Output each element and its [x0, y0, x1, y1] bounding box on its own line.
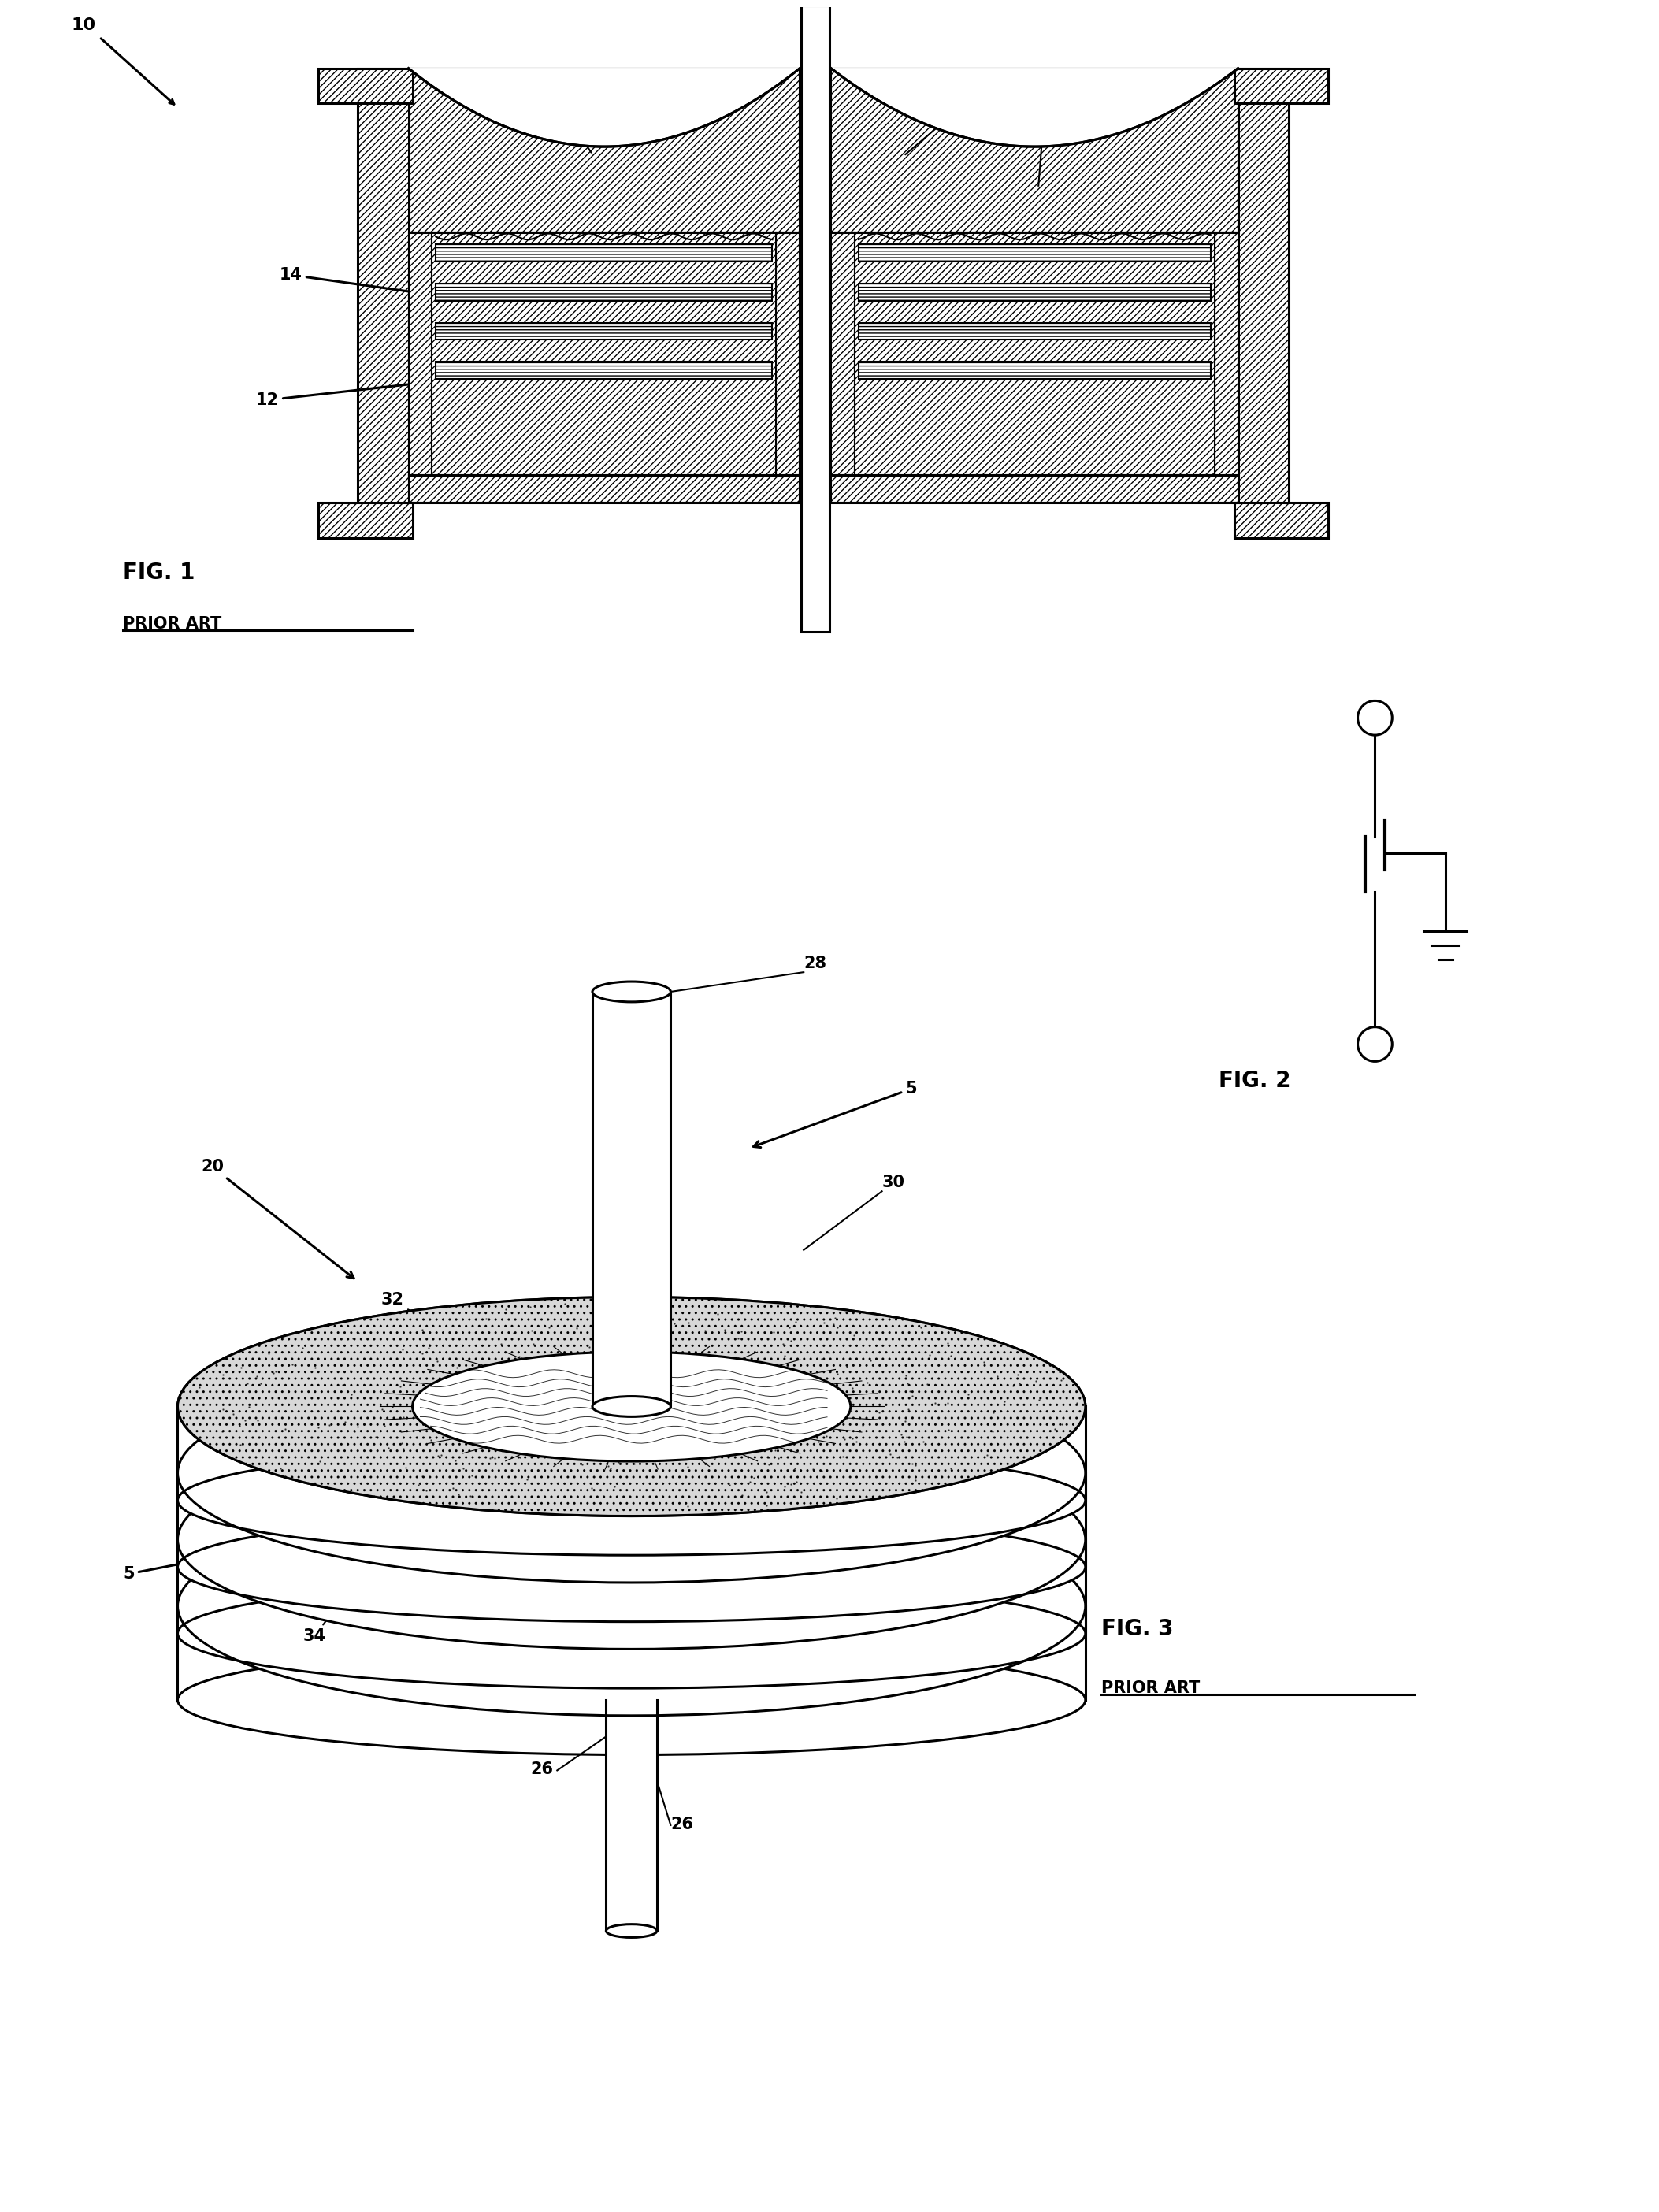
Bar: [831, 69, 1238, 232]
Bar: [358, 69, 408, 538]
Bar: [408, 232, 431, 476]
Ellipse shape: [178, 1429, 1085, 1650]
Bar: [408, 476, 800, 502]
Ellipse shape: [592, 1396, 670, 1416]
Polygon shape: [408, 69, 800, 146]
Bar: [831, 232, 854, 476]
Bar: [431, 232, 776, 476]
Text: 26: 26: [531, 1761, 552, 1778]
Bar: [436, 363, 773, 378]
Bar: [776, 232, 800, 476]
Ellipse shape: [178, 1447, 1085, 1555]
Ellipse shape: [178, 1296, 1085, 1515]
Circle shape: [1357, 1026, 1392, 1062]
Bar: [1238, 69, 1289, 538]
Text: 20: 20: [201, 1159, 353, 1279]
Text: 10: 10: [71, 18, 96, 33]
Bar: [408, 69, 800, 232]
Bar: [319, 69, 413, 104]
Bar: [1214, 232, 1238, 476]
Text: 12: 12: [255, 378, 431, 407]
Ellipse shape: [178, 1579, 1085, 1688]
Bar: [858, 363, 1211, 378]
Bar: [858, 243, 1211, 261]
Ellipse shape: [606, 1924, 657, 1938]
Text: 24: 24: [698, 1425, 771, 1489]
Text: 32: 32: [382, 1292, 489, 1358]
Bar: [801, 7, 830, 633]
Bar: [858, 283, 1211, 301]
Ellipse shape: [178, 1513, 1085, 1621]
Text: 5: 5: [123, 1555, 219, 1582]
Circle shape: [1357, 701, 1392, 734]
Text: 22: 22: [1039, 1409, 1062, 1425]
Text: 30: 30: [883, 1175, 904, 1190]
Ellipse shape: [178, 1498, 1085, 1717]
Ellipse shape: [178, 1363, 1085, 1582]
Text: 5: 5: [753, 1082, 917, 1148]
Text: 28: 28: [803, 956, 826, 971]
Bar: [319, 502, 413, 538]
Bar: [436, 283, 773, 301]
Ellipse shape: [178, 1646, 1085, 1754]
Text: FIG. 3: FIG. 3: [1102, 1617, 1173, 1639]
Text: 17: 17: [984, 71, 1007, 86]
Text: PRIOR ART: PRIOR ART: [123, 617, 222, 633]
Polygon shape: [831, 69, 1238, 146]
Bar: [436, 243, 773, 261]
Text: 26: 26: [670, 1816, 693, 1832]
Bar: [831, 476, 1238, 502]
Bar: [858, 323, 1211, 341]
Text: FIG. 1: FIG. 1: [123, 562, 194, 584]
Ellipse shape: [592, 982, 670, 1002]
Text: PRIOR ART: PRIOR ART: [1102, 1681, 1199, 1697]
Ellipse shape: [413, 1352, 851, 1462]
Text: 34: 34: [304, 1579, 357, 1644]
Text: FIG. 2: FIG. 2: [1218, 1071, 1291, 1093]
Bar: [436, 323, 773, 341]
Ellipse shape: [178, 1296, 1085, 1515]
Text: 18: 18: [1047, 71, 1068, 86]
Text: 16: 16: [538, 80, 591, 153]
Bar: [1234, 69, 1327, 104]
Text: 14: 14: [279, 268, 431, 296]
Bar: [1234, 502, 1327, 538]
Bar: [854, 232, 1214, 476]
